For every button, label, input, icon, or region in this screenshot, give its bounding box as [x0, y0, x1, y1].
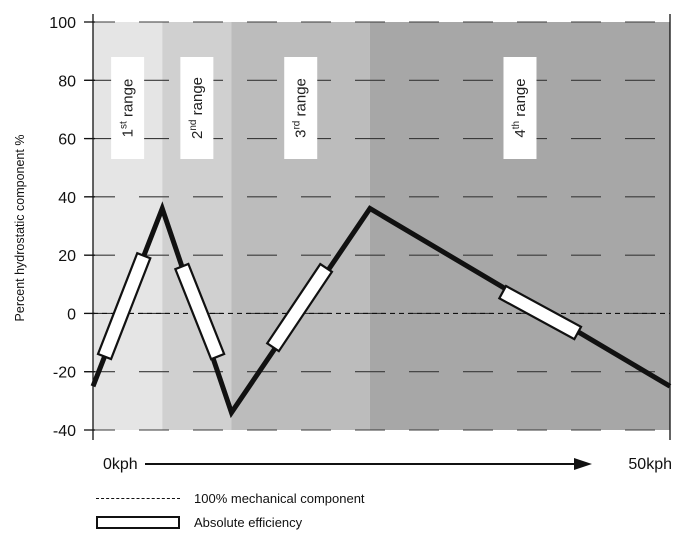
efficiency-bar-4	[497, 284, 583, 341]
efficiency-bars	[96, 251, 583, 361]
legend-dashed-swatch	[96, 491, 180, 505]
range-label-4: 4th range	[503, 57, 537, 159]
axes	[92, 14, 671, 440]
range-label-text: 2nd range	[188, 77, 206, 139]
legend-mechanical: 100% mechanical component	[96, 487, 365, 509]
efficiency-bar-2	[173, 262, 226, 361]
x-end-label: 50kph	[628, 456, 672, 473]
y-tick-label: 100	[49, 15, 76, 32]
legend-dashed-label: 100% mechanical component	[194, 490, 365, 506]
range-label-3: 3rd range	[284, 57, 318, 159]
y-tick-label: 60	[58, 132, 76, 149]
range-label-text: 3rd range	[292, 78, 310, 138]
range-label-text: 1st range	[119, 79, 137, 138]
x-start-label: 0kph	[103, 456, 138, 473]
range-label-box	[284, 57, 318, 159]
grid-lines: -40 -20 0 20 40 60 80 100	[49, 15, 670, 440]
range-label-text: 4th range	[511, 78, 529, 137]
chart: -40 -20 0 20 40 60 80 100 1st range 2nd range 3rd…	[13, 14, 672, 473]
efficiency-bar-1	[96, 251, 152, 361]
range-label-1: 1st range	[111, 57, 145, 159]
y-tick-label: -20	[53, 365, 76, 382]
y-tick-label: 0	[67, 306, 76, 323]
efficiency-bar-3	[265, 262, 334, 353]
legend-box-label: Absolute efficiency	[194, 514, 303, 530]
range-label-2: 2nd range	[180, 57, 214, 159]
range-label-box	[111, 57, 145, 159]
range-bands	[93, 22, 670, 430]
range-label-box	[503, 57, 537, 159]
legend-box-swatch	[96, 515, 180, 529]
x-direction-arrow	[145, 458, 592, 470]
range-labels: 1st range 2nd range 3rd range 4th range	[111, 57, 537, 159]
y-tick-label: 40	[58, 190, 76, 207]
y-tick-label: -40	[53, 423, 76, 440]
y-axis-label: Percent hydrostatic component %	[13, 135, 27, 322]
y-tick-label: 80	[58, 73, 76, 90]
range-label-box	[180, 57, 214, 159]
legend-efficiency: Absolute efficiency	[96, 511, 302, 533]
y-tick-label: 20	[58, 248, 76, 265]
